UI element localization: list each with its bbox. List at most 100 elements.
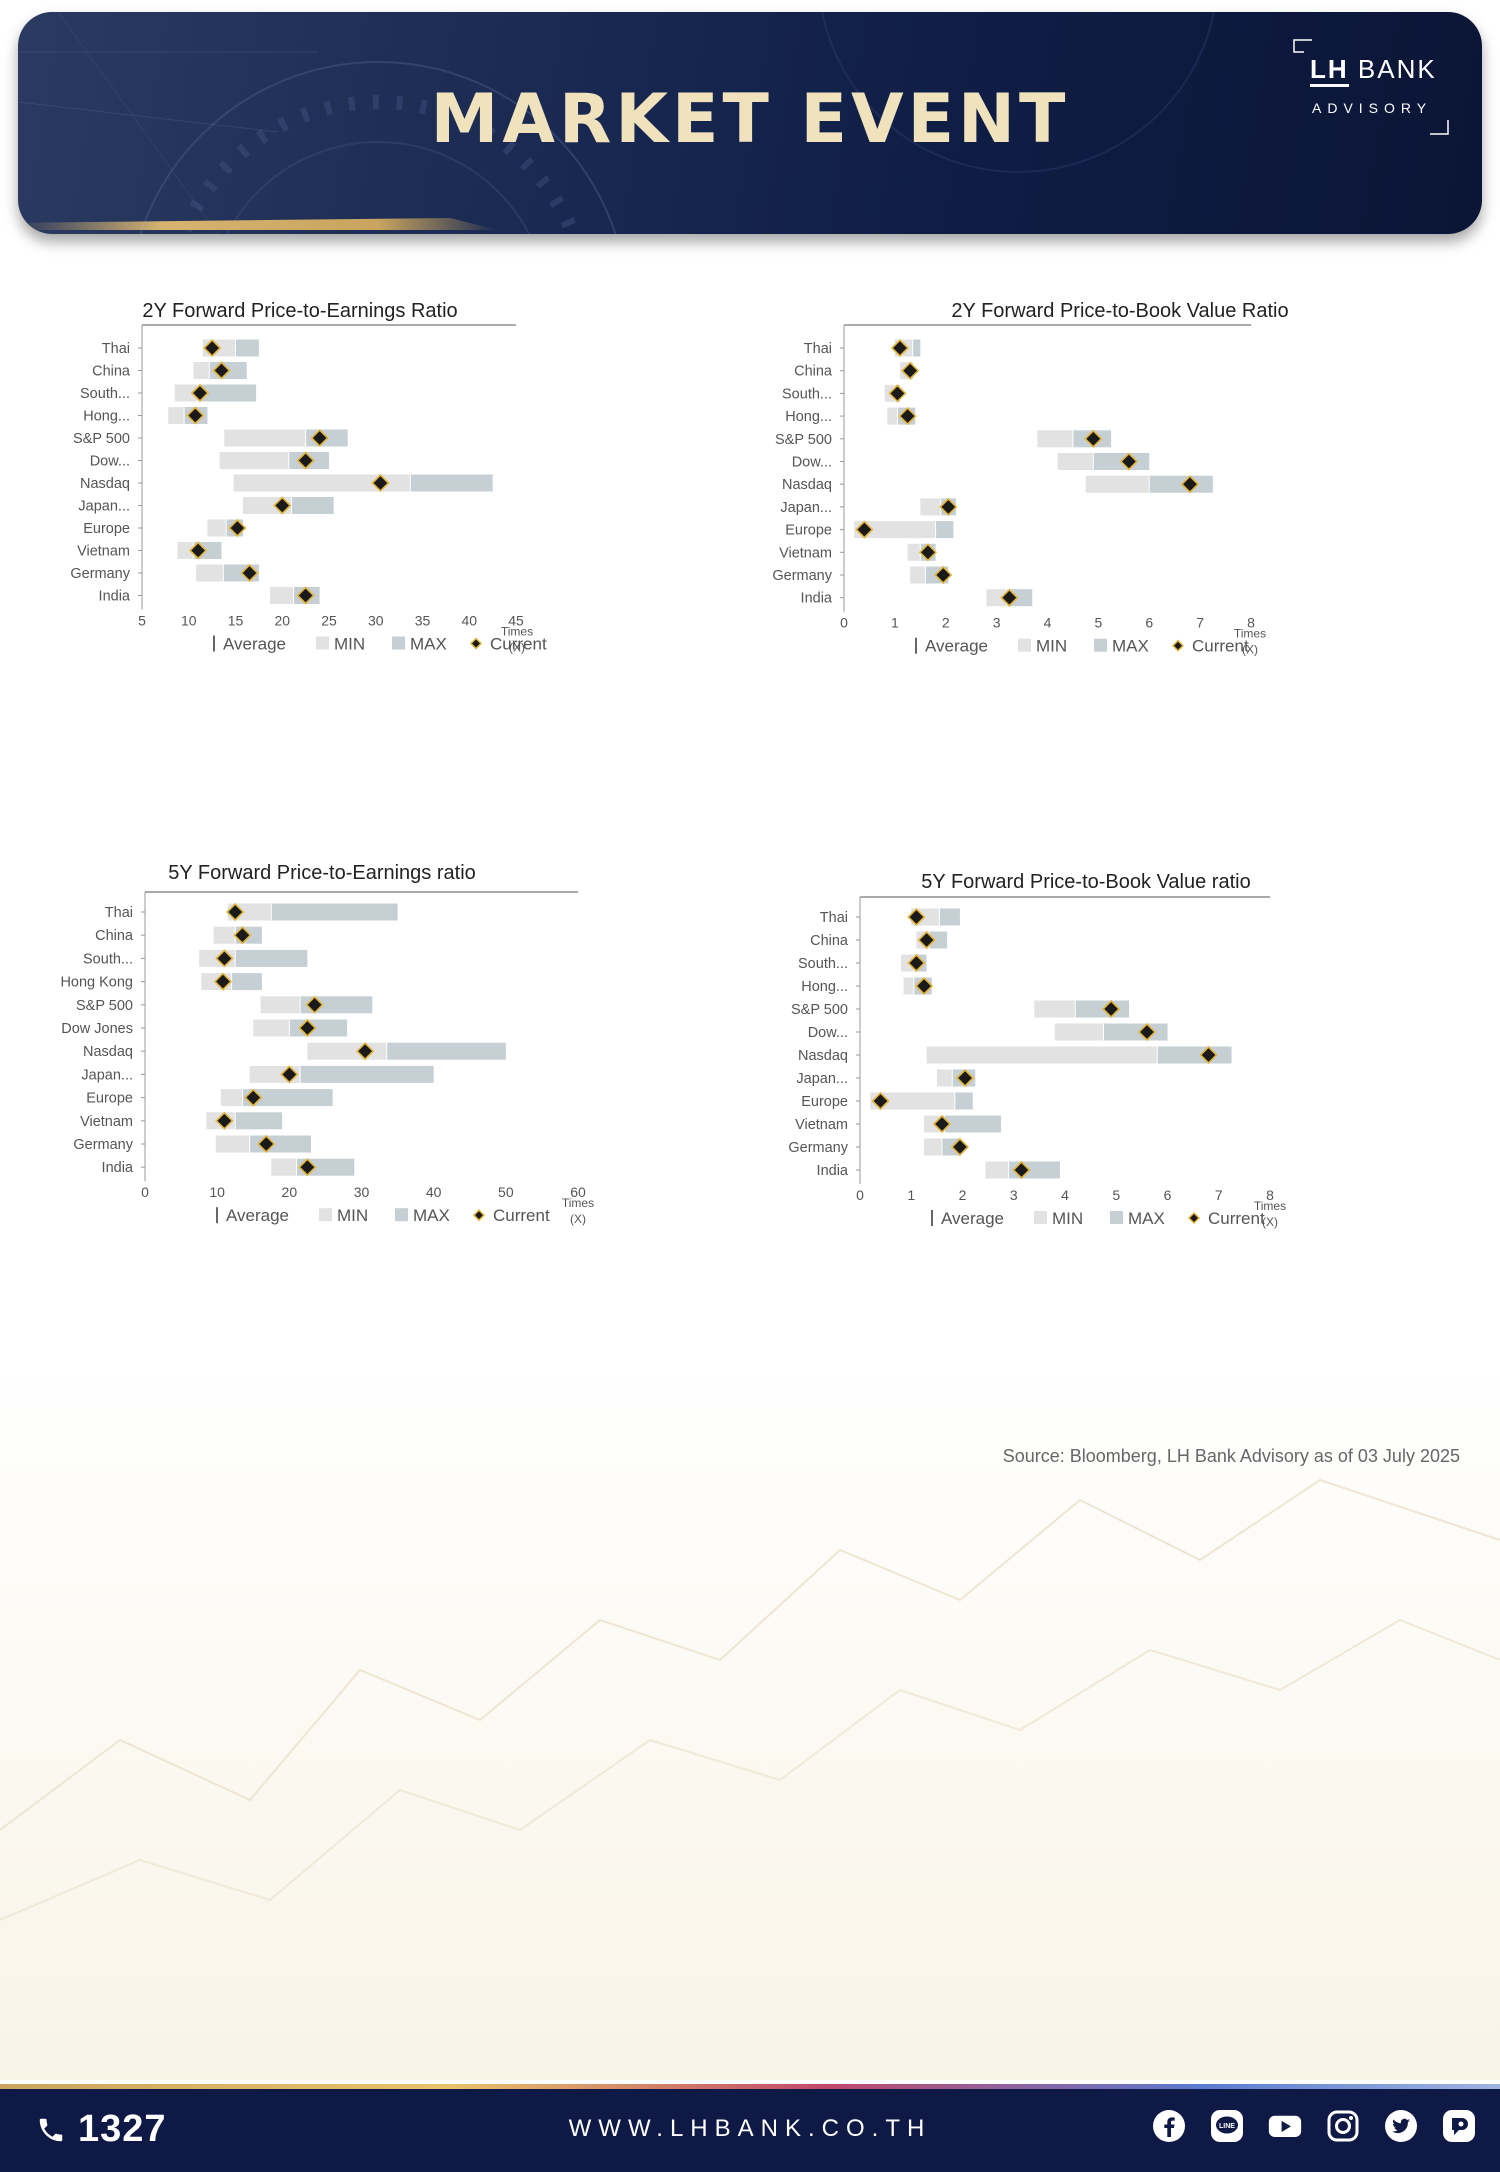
category-label: Hong... [83,409,130,425]
website-link[interactable]: WWW.LHBANK.CO.TH [568,2115,932,2142]
category-label: Thai [820,910,848,926]
instagram-icon[interactable] [1326,2109,1360,2143]
min-bar [936,1069,953,1087]
current-marker [298,1018,317,1038]
legend-max-swatch [1094,638,1107,652]
logo-mark: LH [1310,54,1349,87]
category-label: Germany [73,1137,133,1153]
legend-min-label: MIN [334,635,365,654]
min-bar [196,564,224,582]
source-note: Source: Bloomberg, LH Bank Advisory as o… [1002,1446,1460,1466]
current-marker [273,496,292,515]
current-marker [228,518,247,538]
current-marker [1101,999,1121,1019]
min-bar [920,498,941,516]
x-axis-label: Times [1254,1199,1286,1213]
x-tick-label: 35 [415,613,431,629]
x-tick-label: 2 [959,1187,967,1203]
min-bar [1057,453,1094,470]
line-icon[interactable]: LINE [1210,2109,1244,2143]
chart-title: 2Y Forward Price-to-Earnings Ratio [142,300,457,322]
min-bar [910,566,926,584]
category-label: Europe [801,1094,848,1110]
min-bar [220,1089,243,1107]
x-tick-label: 8 [1247,615,1255,631]
x-tick-label: 15 [228,613,244,629]
current-marker [907,953,926,973]
category-label: Thai [804,341,832,357]
current-marker [280,1065,299,1084]
category-label: South... [80,386,130,402]
max-bar [1157,1046,1232,1064]
category-label: Japan... [796,1071,848,1087]
youtube-icon[interactable] [1268,2109,1302,2143]
category-label: Japan... [81,1067,133,1083]
current-marker [310,428,329,448]
current-marker [296,451,315,470]
min-bar [924,1138,942,1156]
min-bar [215,1135,250,1153]
chart-5y-pe: 5Y Forward Price-to-Earnings ratio Thai Ch… [60,862,594,1226]
min-bar [907,543,921,561]
legend-current-label: Current [493,1206,550,1225]
category-label: Hong Kong [60,975,133,991]
x-tick-label: 20 [282,1184,298,1200]
current-marker [244,1088,263,1107]
current-marker [932,1114,952,1134]
current-marker [233,926,252,945]
phone-contact[interactable]: 1327 [36,2108,167,2151]
max-bar [410,474,493,492]
min-bar [253,1019,290,1037]
x-tick-label: 7 [1196,615,1204,631]
current-marker [898,406,917,426]
min-bar [207,519,227,537]
category-label: South... [782,386,832,402]
x-tick-label: 45 [508,613,524,629]
page-title: MARKET EVENT [430,80,1070,159]
max-bar [935,521,954,539]
blockdit-icon[interactable] [1442,2109,1476,2143]
logo-frame [1293,39,1449,135]
min-bar [854,521,936,539]
category-label: Dow Jones [61,1021,133,1037]
x-tick-label: 4 [1044,615,1052,631]
max-bar [271,903,398,921]
chart-title: 5Y Forward Price-to-Earnings ratio [168,862,476,884]
legend-max-label: MAX [413,1206,450,1225]
min-bar [1054,1023,1104,1041]
category-label: Europe [86,1091,133,1107]
current-marker [355,1042,375,1061]
min-bar [219,452,289,469]
category-label: Vietnam [779,545,832,561]
chart-2y-pbv: 2Y Forward Price-to-Book Value Ratio Thai… [772,300,1288,657]
x-tick-label: 50 [498,1184,514,1200]
current-marker [901,361,920,380]
category-label: South... [83,951,133,967]
category-label: Germany [772,568,832,584]
x-tick-label: 3 [993,615,1001,631]
current-marker [871,1091,890,1111]
min-bar [271,1158,297,1176]
min-bar [1034,1000,1076,1018]
x-tick-label: 3 [1010,1187,1018,1203]
category-label: India [817,1163,849,1179]
max-bar [944,1115,1001,1133]
current-marker [1084,429,1103,448]
facebook-icon[interactable] [1152,2109,1186,2143]
min-bar [985,1161,1009,1179]
background-decoration [0,1360,1500,2080]
x-tick-label: 6 [1164,1187,1172,1203]
twitter-icon[interactable] [1384,2109,1418,2143]
x-tick-label: 25 [321,613,337,629]
current-marker [257,1134,276,1154]
category-label: Nasdaq [782,477,832,493]
current-marker [918,543,938,562]
min-bar [1037,430,1073,448]
category-label: India [102,1160,134,1176]
category-label: Europe [83,521,130,537]
max-bar [929,931,948,949]
current-marker [240,563,259,583]
svg-text:LINE: LINE [1219,2123,1235,2130]
x-tick-label: 7 [1215,1187,1223,1203]
current-marker [226,902,245,922]
